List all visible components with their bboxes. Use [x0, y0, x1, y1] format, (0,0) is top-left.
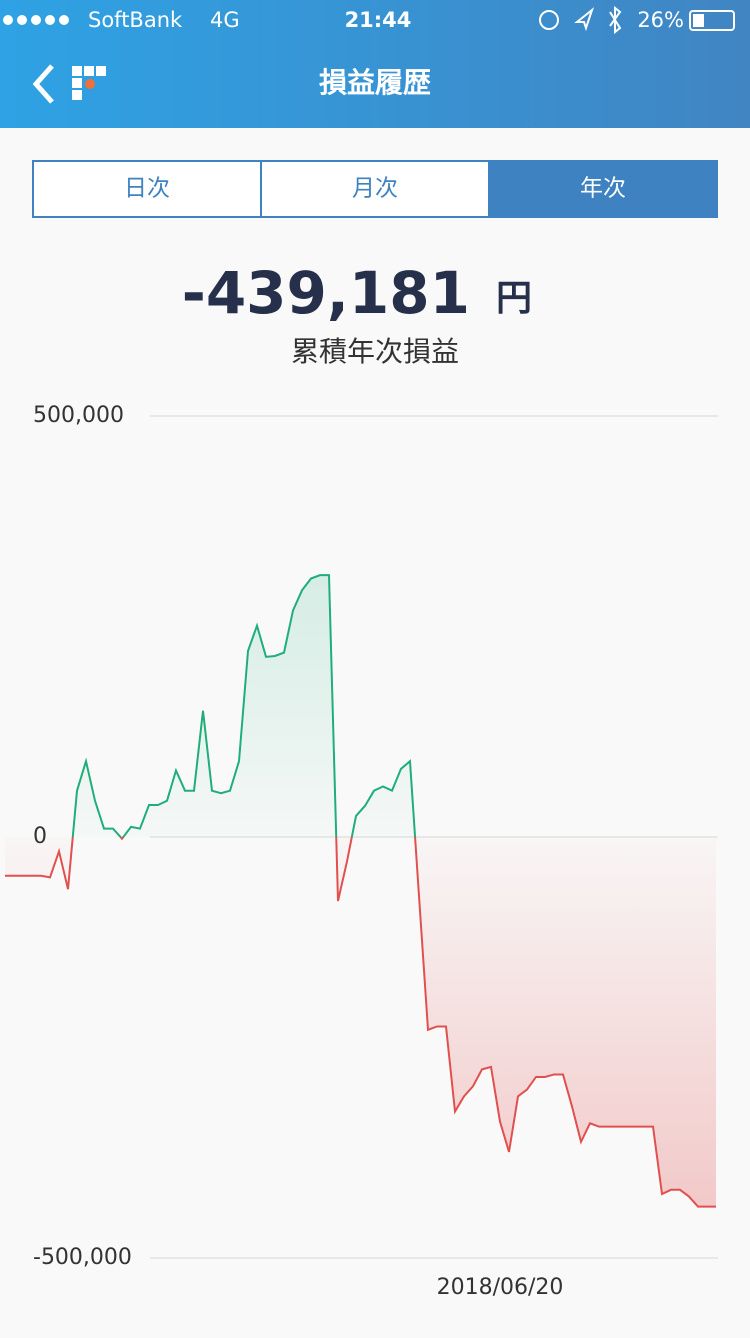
- tab[interactable]: [32, 160, 262, 218]
- line: [5, 574, 716, 1208]
- total-label: 累積年次損益: [291, 335, 459, 368]
- clock: 21:44: [345, 8, 412, 32]
- signal: [3, 15, 69, 25]
- back-button[interactable]: [32, 64, 54, 104]
- header-title: 損益履歴: [319, 66, 431, 99]
- tab[interactable]: [488, 160, 718, 218]
- x-tick-label: 2018/06/20: [437, 1275, 564, 1300]
- tab[interactable]: [260, 160, 490, 218]
- tab-bar: 日次 月次 年次: [32, 160, 718, 218]
- network: 4G: [210, 8, 240, 32]
- carrier: SoftBank: [88, 8, 183, 32]
- y-tick-label: 500,000: [33, 403, 124, 428]
- y-tick-label: -500,000: [33, 1245, 132, 1270]
- tab-label: 月次: [352, 176, 398, 202]
- tab-label: 年次: [580, 176, 626, 202]
- total-unit: 円: [496, 278, 532, 319]
- battery-text: 26%: [637, 8, 684, 32]
- logo: [72, 66, 106, 100]
- line-area: [5, 575, 716, 1207]
- total-value: -439,181: [182, 259, 470, 327]
- header-bg: [0, 0, 750, 128]
- status-icons: [539, 5, 735, 35]
- tab-label: 日次: [124, 176, 170, 202]
